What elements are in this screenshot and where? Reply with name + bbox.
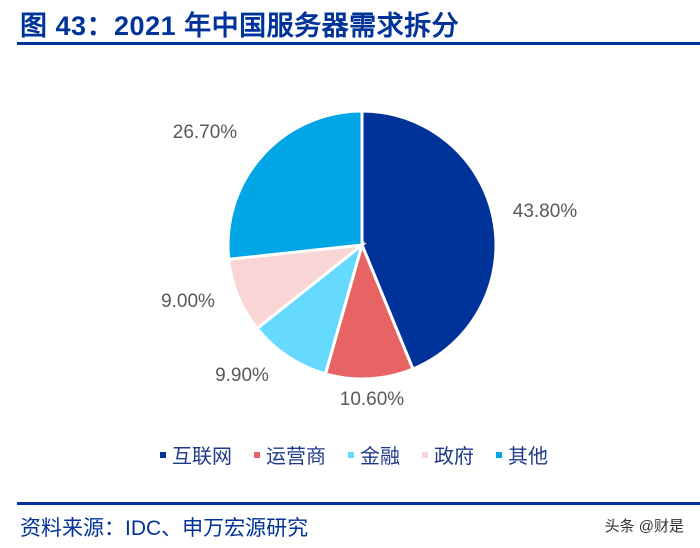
- legend-label: 运营商: [266, 446, 326, 468]
- legend-item: 互联网: [160, 440, 232, 469]
- data-label: 43.80%: [513, 201, 578, 222]
- legend: 互联网 运营商 金融 政府 其他: [160, 440, 548, 469]
- data-label: 9.00%: [161, 291, 215, 312]
- pie-slice-1: [360, 109, 498, 371]
- legend-label: 其他: [508, 446, 548, 468]
- legend-item: 运营商: [254, 440, 326, 469]
- legend-item: 其他: [496, 440, 548, 469]
- data-label: 26.70%: [173, 122, 238, 143]
- pie-slice-5: [226, 109, 364, 261]
- data-label: 9.90%: [215, 365, 269, 386]
- legend-swatch: [254, 451, 260, 458]
- chart-title: 图 43：2021 年中国服务器需求拆分: [20, 11, 460, 41]
- legend-swatch: [160, 451, 166, 458]
- watermark: 头条 @财是: [604, 518, 684, 535]
- legend-label: 金融: [360, 446, 400, 468]
- legend-label: 互联网: [172, 446, 232, 468]
- legend-item: 政府: [422, 440, 474, 469]
- legend-item: 金融: [348, 440, 400, 469]
- title-rule: [17, 42, 700, 45]
- legend-swatch: [496, 451, 502, 458]
- data-label: 10.60%: [340, 389, 405, 410]
- legend-swatch: [348, 451, 354, 458]
- source-note: 资料来源：IDC、申万宏源研究: [20, 517, 309, 540]
- source-rule: [17, 502, 700, 505]
- legend-label: 政府: [434, 446, 474, 468]
- pie-slice-3: [255, 240, 365, 376]
- legend-swatch: [422, 451, 428, 458]
- pie-slice-2: [323, 240, 415, 381]
